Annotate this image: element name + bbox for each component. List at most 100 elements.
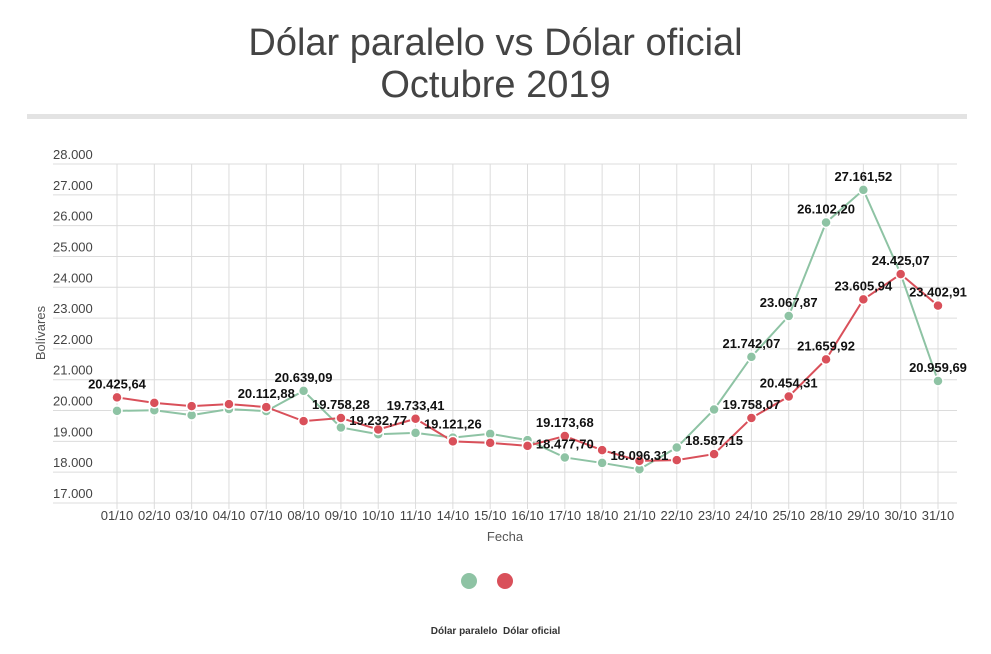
data-label: 21.742,07 xyxy=(722,336,780,351)
data-label: 23.402,91 xyxy=(909,285,967,300)
data-label: 26.102,20 xyxy=(797,201,855,216)
legend-label-paralelo: Dólar paralelo xyxy=(430,626,498,637)
data-point xyxy=(185,400,198,412)
data-label: 20.959,69 xyxy=(909,360,967,375)
data-point xyxy=(223,398,235,410)
x-tick-label: 18/10 xyxy=(586,508,619,523)
data-label: 23.605,94 xyxy=(834,278,893,293)
data-label: 19.758,28 xyxy=(312,397,370,412)
data-label: 19.173,68 xyxy=(536,415,594,430)
data-label: 19.733,41 xyxy=(387,398,445,413)
data-point xyxy=(745,351,758,363)
data-point xyxy=(111,405,123,417)
y-tick-label: 25.000 xyxy=(53,239,93,254)
y-tick-label: 19.000 xyxy=(53,424,93,439)
x-tick-label: 14/10 xyxy=(437,508,470,523)
y-tick-label: 27.000 xyxy=(53,178,93,193)
data-point xyxy=(559,430,571,442)
y-tick-label: 23.000 xyxy=(53,301,93,316)
legend-labels: Dólar paralelo Dólar oficial xyxy=(0,626,991,637)
x-tick-label: 10/10 xyxy=(362,508,395,523)
data-label: 23.067,87 xyxy=(760,295,818,310)
data-point xyxy=(111,391,123,404)
x-tick-label: 04/10 xyxy=(213,508,246,523)
data-point xyxy=(447,435,459,448)
data-point xyxy=(932,299,944,312)
data-point xyxy=(372,423,384,436)
x-tick-label: 25/10 xyxy=(772,508,805,523)
data-label: 19.121,26 xyxy=(424,417,482,432)
x-tick-label: 23/10 xyxy=(698,508,731,523)
data-point xyxy=(857,293,870,306)
data-point xyxy=(782,310,795,322)
y-tick-label: 20.000 xyxy=(53,394,93,409)
data-point xyxy=(708,403,720,416)
x-tick-label: 17/10 xyxy=(549,508,582,523)
x-tick-label: 03/10 xyxy=(175,508,208,523)
data-point xyxy=(820,353,832,366)
data-label: 20.112,88 xyxy=(238,386,295,401)
data-point xyxy=(745,412,758,424)
y-axis-title: Bolívares xyxy=(33,305,48,360)
data-point xyxy=(671,441,683,454)
y-tick-label: 28.000 xyxy=(53,147,93,162)
x-tick-label: 16/10 xyxy=(511,508,544,523)
data-point xyxy=(932,375,944,387)
data-point xyxy=(335,421,347,434)
data-point xyxy=(297,415,310,427)
x-tick-label: 08/10 xyxy=(287,508,320,523)
data-label: 27.161,52 xyxy=(834,169,892,184)
x-tick-label: 30/10 xyxy=(884,508,917,523)
data-label: 20.454,31 xyxy=(760,376,818,391)
legend-label-oficial: Dólar oficial xyxy=(503,626,561,637)
data-label: 19.232,77 xyxy=(349,413,407,428)
x-tick-label: 24/10 xyxy=(735,508,768,523)
legend-marker-0 xyxy=(461,573,477,589)
x-tick-label: 15/10 xyxy=(474,508,507,523)
x-tick-label: 07/10 xyxy=(250,508,283,523)
data-point xyxy=(409,427,422,439)
data-point xyxy=(820,216,832,229)
data-label: 18.477,70 xyxy=(536,436,594,451)
data-label: 18.587,15 xyxy=(685,433,743,448)
data-point xyxy=(857,184,870,196)
chart-title-line1: Dólar paralelo vs Dólar oficial xyxy=(248,22,743,64)
x-tick-label: 31/10 xyxy=(922,508,955,523)
data-point xyxy=(484,437,496,449)
x-tick-label: 11/10 xyxy=(400,508,432,523)
data-label: 19.758,07 xyxy=(722,397,780,412)
data-label: 20.425,64 xyxy=(88,376,147,391)
y-tick-label: 21.000 xyxy=(53,363,93,378)
data-point xyxy=(148,397,161,409)
x-tick-label: 29/10 xyxy=(847,508,880,523)
x-tick-label: 09/10 xyxy=(325,508,358,523)
y-tick-label: 18.000 xyxy=(53,455,93,470)
data-point xyxy=(521,440,534,452)
data-point xyxy=(671,454,683,466)
data-point xyxy=(596,444,608,456)
title-divider xyxy=(27,114,967,119)
data-point xyxy=(260,401,273,413)
legend-marker-1 xyxy=(497,573,513,589)
x-tick-label: 28/10 xyxy=(810,508,843,523)
y-tick-label: 17.000 xyxy=(53,486,93,501)
chart-title-line2: Octubre 2019 xyxy=(380,64,611,106)
data-point xyxy=(409,413,422,425)
data-label: 24.425,07 xyxy=(872,253,930,268)
data-point xyxy=(596,457,608,469)
data-label: 18.096,31 xyxy=(611,448,669,463)
data-point xyxy=(559,451,571,464)
data-point xyxy=(708,448,720,460)
data-label: 21.659,92 xyxy=(797,338,855,353)
x-axis-title: Fecha xyxy=(487,529,524,544)
x-tick-label: 02/10 xyxy=(138,508,171,523)
data-point xyxy=(633,455,646,467)
data-point xyxy=(782,390,795,403)
data-point xyxy=(297,385,310,397)
data-point xyxy=(894,268,907,280)
x-tick-label: 21/10 xyxy=(623,508,656,523)
y-tick-label: 22.000 xyxy=(53,332,93,347)
y-tick-label: 26.000 xyxy=(53,209,93,224)
data-point xyxy=(335,412,347,424)
